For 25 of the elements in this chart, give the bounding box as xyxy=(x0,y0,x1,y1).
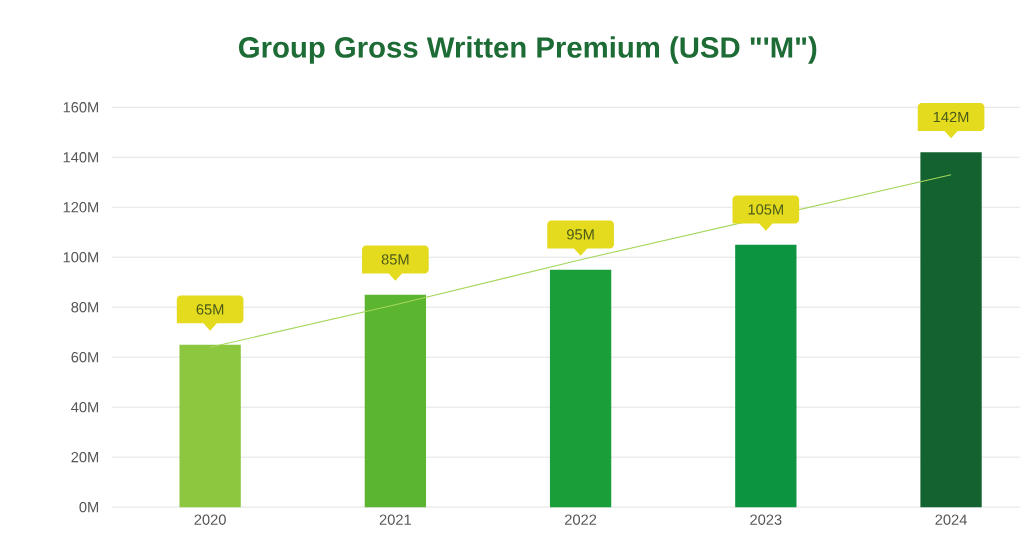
bar xyxy=(920,152,982,508)
data-label: 105M xyxy=(748,204,783,215)
x-tick-label: 2022 xyxy=(565,514,597,525)
y-tick-label: 100M xyxy=(63,252,99,263)
bar xyxy=(735,244,797,508)
y-tick-label: 120M xyxy=(63,202,99,213)
y-tick-label: 80M xyxy=(71,302,99,313)
y-tick-label: 40M xyxy=(71,402,99,413)
data-label: 65M xyxy=(196,304,224,315)
y-tick-label: 20M xyxy=(71,452,99,463)
x-tick-label: 2024 xyxy=(935,514,967,525)
y-tick-label: 0M xyxy=(79,502,99,513)
y-tick-label: 160M xyxy=(63,102,99,113)
chart-title: Group Gross Written Premium (USD "'M") xyxy=(239,36,817,64)
y-tick-label: 60M xyxy=(71,352,99,363)
data-label: 142M xyxy=(933,111,969,123)
data-label: 95M xyxy=(567,229,594,240)
x-tick-label: 2021 xyxy=(379,514,411,525)
bar xyxy=(364,294,427,508)
bar xyxy=(549,269,612,508)
x-tick-label: 2020 xyxy=(194,514,226,525)
x-tick-label: 2023 xyxy=(750,514,782,525)
bar xyxy=(179,344,241,508)
data-label: 85M xyxy=(381,254,409,265)
y-tick-label: 140M xyxy=(63,152,99,163)
